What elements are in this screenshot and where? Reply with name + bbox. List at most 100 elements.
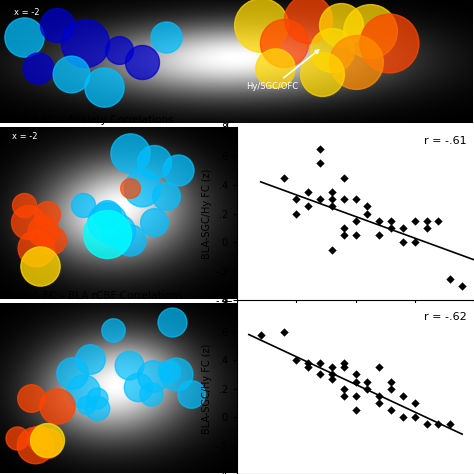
Point xyxy=(174,166,182,174)
Point xyxy=(352,217,359,225)
Point xyxy=(79,387,86,394)
Point xyxy=(20,33,27,41)
Point xyxy=(67,71,75,78)
Point xyxy=(187,390,194,397)
Point xyxy=(375,217,383,225)
Point xyxy=(328,195,336,203)
Point xyxy=(162,192,170,200)
Point xyxy=(93,394,100,402)
Point xyxy=(79,201,87,209)
Text: D. BLA FC – BLA rCBF Correlations: D. BLA FC – BLA rCBF Correlations xyxy=(5,291,183,301)
Point xyxy=(435,420,442,428)
Point xyxy=(352,378,359,385)
Point xyxy=(340,359,347,367)
Point xyxy=(127,236,134,243)
Point xyxy=(14,434,21,441)
Point xyxy=(48,236,56,243)
Point xyxy=(411,239,419,246)
Text: Hy/SGC/OFC: Hy/SGC/OFC xyxy=(246,50,319,91)
Point xyxy=(53,402,60,410)
Point xyxy=(125,361,133,369)
Point xyxy=(127,184,134,191)
Point xyxy=(366,27,374,35)
Point xyxy=(316,145,324,153)
Point xyxy=(257,331,264,338)
Point xyxy=(27,395,35,402)
Point xyxy=(44,439,51,447)
Point xyxy=(423,224,430,232)
Point xyxy=(304,364,312,371)
Point xyxy=(399,224,407,232)
Point xyxy=(316,159,324,167)
Text: x = -2: x = -2 xyxy=(12,132,37,141)
Point xyxy=(340,231,347,239)
Point xyxy=(127,149,134,157)
Point xyxy=(423,217,430,225)
Point xyxy=(138,184,146,191)
Point xyxy=(340,392,347,400)
Point xyxy=(271,64,279,72)
Point xyxy=(375,231,383,239)
Point xyxy=(103,219,110,226)
Point xyxy=(387,385,395,392)
Point xyxy=(304,359,312,367)
Point xyxy=(82,401,90,409)
Point xyxy=(447,420,454,428)
Point xyxy=(34,64,42,72)
Point xyxy=(281,40,288,47)
Text: r = -.62: r = -.62 xyxy=(424,312,467,322)
Point xyxy=(82,40,89,47)
Point xyxy=(328,364,336,371)
Point xyxy=(447,275,454,283)
Point xyxy=(328,188,336,196)
Point xyxy=(25,219,32,226)
Point xyxy=(257,21,264,28)
Point xyxy=(352,392,359,400)
Point xyxy=(375,364,383,371)
Point xyxy=(292,210,300,218)
Point xyxy=(147,391,155,398)
Point xyxy=(304,15,312,22)
Point xyxy=(44,210,51,218)
Point xyxy=(340,385,347,392)
Point xyxy=(385,40,392,47)
Point xyxy=(68,369,75,377)
Y-axis label: BLA-SGC/Hy FC (z): BLA-SGC/Hy FC (z) xyxy=(202,344,212,434)
Point xyxy=(138,58,146,66)
Point xyxy=(109,326,117,333)
Point xyxy=(411,413,419,421)
Point xyxy=(458,282,466,290)
Point xyxy=(134,383,142,391)
Point xyxy=(387,224,395,232)
Point xyxy=(150,158,158,165)
Text: x = -2: x = -2 xyxy=(14,8,40,17)
Point xyxy=(292,195,300,203)
Point xyxy=(399,239,407,246)
Point xyxy=(340,224,347,232)
Point xyxy=(162,33,170,41)
Point xyxy=(168,319,175,326)
Point xyxy=(399,392,407,400)
Point xyxy=(316,359,324,367)
Point xyxy=(352,195,359,203)
Point xyxy=(165,368,173,375)
Point xyxy=(387,217,395,225)
Point xyxy=(103,230,110,238)
Point xyxy=(281,328,288,336)
Point xyxy=(53,21,61,28)
Point xyxy=(423,420,430,428)
Point xyxy=(115,227,122,235)
Y-axis label: BLA-SGC/Hy FC (z): BLA-SGC/Hy FC (z) xyxy=(202,168,212,259)
Point xyxy=(328,46,336,54)
Point xyxy=(340,174,347,182)
Point xyxy=(35,434,43,442)
Point xyxy=(340,195,347,203)
Point xyxy=(172,370,180,378)
Point xyxy=(364,202,371,210)
Point xyxy=(149,373,156,380)
Point xyxy=(150,219,158,226)
Point xyxy=(375,399,383,407)
X-axis label: Anxiety: Anxiety xyxy=(334,322,377,332)
Point xyxy=(352,58,359,66)
Point xyxy=(352,406,359,414)
